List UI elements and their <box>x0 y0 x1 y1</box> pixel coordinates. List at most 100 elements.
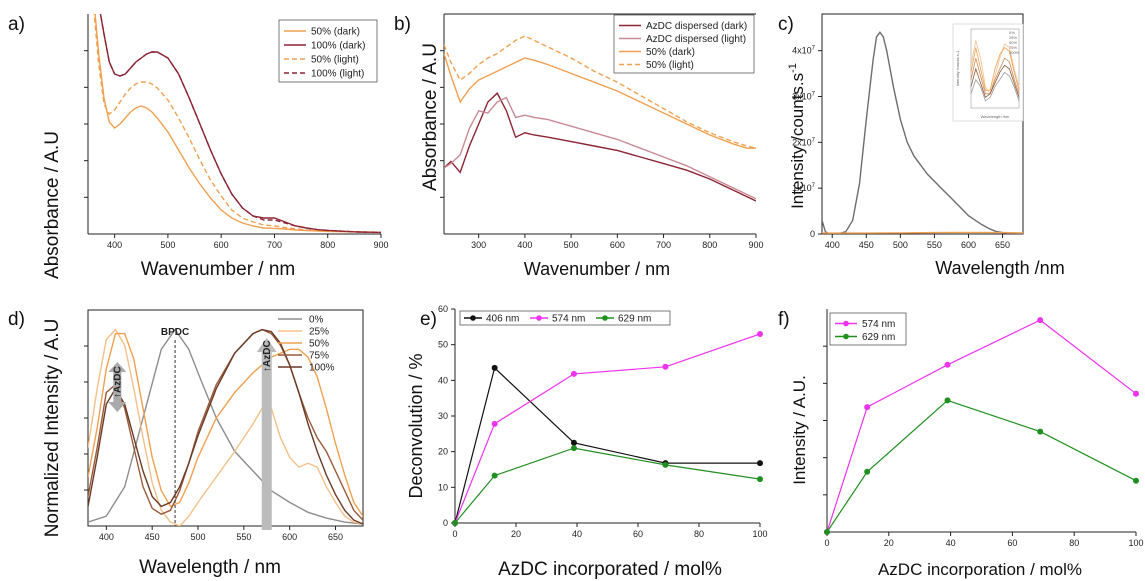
x-tick-label-d: 400 <box>99 532 114 542</box>
series-line-d-2 <box>88 332 363 517</box>
data-point-f-0 <box>864 404 871 411</box>
legend-label-d: 100% <box>309 363 335 374</box>
x-tick-label-b: 700 <box>656 240 671 250</box>
x-tick-label-a: 500 <box>160 240 175 250</box>
series-line-c-1 <box>822 231 1023 234</box>
inset-x-label: Wavelength /nm <box>981 114 1010 119</box>
legend-label-f: 629 nm <box>862 332 895 343</box>
data-point-e-1 <box>757 330 763 337</box>
data-point-f-1 <box>1037 428 1044 435</box>
inset-legend-label: 0% <box>1009 30 1015 35</box>
y-tick-label-e: 50 <box>438 340 448 350</box>
y-tick-label-c: 1x107 <box>792 183 816 193</box>
series-line-b-1 <box>444 96 756 200</box>
inset-legend-label: 100% <box>1009 50 1020 55</box>
legend-label-e: 406 nm <box>486 314 519 325</box>
azdc-annotation-1: ↑AzDC <box>112 366 123 398</box>
inset-series-line <box>970 40 1020 95</box>
series-line-f-0 <box>827 319 1136 532</box>
x-tick-label-d: 500 <box>190 532 205 542</box>
y-tick-label-e: 10 <box>438 482 448 492</box>
panel-letter-a: a) <box>8 14 25 35</box>
azdc-arrow-head-3 <box>256 338 277 352</box>
panel-letter-d: d) <box>8 309 25 330</box>
inset-legend-label: 75% <box>1009 45 1017 50</box>
series-line-d-3 <box>88 328 363 521</box>
x-tick-label-e: 80 <box>694 529 704 539</box>
y-axis-label-b: Absorbance / A.U <box>420 43 441 191</box>
y-tick-label-c: 2x107 <box>792 137 816 147</box>
data-point-f-1 <box>1133 477 1139 484</box>
inset-box <box>952 23 1024 122</box>
legend-marker-e <box>602 315 608 321</box>
x-axis-label-d: Wavelength / nm <box>139 557 281 578</box>
legend-label-b: 50% (light) <box>646 60 694 71</box>
legend-label-b: AzDC dispersed (dark) <box>646 21 747 32</box>
x-axis-label-c: Wavelength /nm <box>935 258 1064 278</box>
y-tick-label-e: 20 <box>438 447 448 457</box>
inset-series-line <box>970 64 1020 98</box>
inset-frame <box>970 28 1020 109</box>
x-tick-label-f: 80 <box>1069 538 1079 548</box>
data-point-f-1 <box>944 397 951 404</box>
y-tick-exponent-c: 7 <box>812 46 816 52</box>
x-tick-label-c: 600 <box>961 240 976 250</box>
data-point-e-0 <box>491 364 498 371</box>
data-point-e-0 <box>757 460 763 467</box>
data-point-e-0 <box>570 439 577 446</box>
y-tick-label-c: 4x107 <box>792 46 816 56</box>
x-tick-label-f: 40 <box>946 538 956 548</box>
x-tick-label-f: 20 <box>884 538 894 548</box>
legend-label-a: 100% (dark) <box>311 41 365 52</box>
panel-a: a) Absorbance / A.U Wavenumber / nm 400 5… <box>8 14 389 280</box>
legend-marker-e <box>470 315 476 321</box>
x-tick-label-b: 900 <box>748 240 763 250</box>
series-line-b-0 <box>444 92 756 202</box>
panel-letter-c: c) <box>778 14 794 35</box>
y-axis-label-f: Intensity / A.U. <box>790 375 809 485</box>
legend-marker-f <box>843 333 849 340</box>
x-tick-label-a: 900 <box>373 240 388 250</box>
x-tick-label-c: 650 <box>995 240 1010 250</box>
legend-label-f: 574 nm <box>862 319 895 330</box>
panel-letter-f: f) <box>778 309 790 330</box>
series-line-e-1 <box>455 333 760 523</box>
x-tick-label-d: 650 <box>328 532 343 542</box>
legend-marker-e <box>536 315 542 321</box>
x-tick-label-b: 500 <box>564 240 579 250</box>
data-point-e-2 <box>452 520 458 526</box>
x-tick-label-a: 400 <box>107 240 122 250</box>
azdc-arrow-shaft-2 <box>261 350 272 530</box>
x-tick-label-b: 300 <box>471 240 486 250</box>
y-axis-label-e: Deconvolution / % <box>406 353 426 498</box>
y-axis-label-a: Absorbance / A.U <box>42 131 63 279</box>
x-tick-label-d: 450 <box>145 532 160 542</box>
legend-box-b <box>613 14 755 74</box>
y-tick-exponent-c: 7 <box>812 183 816 189</box>
legend-box-e <box>459 310 671 326</box>
data-point-e-2 <box>662 461 669 468</box>
legend-marker-f <box>843 320 849 327</box>
y-axis-label-c: Intensity /counts.s-1 <box>787 63 807 209</box>
legend-label-e: 629 nm <box>618 314 651 325</box>
x-tick-label-e: 0 <box>452 529 457 539</box>
series-line-e-0 <box>455 366 760 523</box>
data-point-e-2 <box>570 445 577 452</box>
data-point-e-1 <box>491 420 498 427</box>
legend-label-b: 50% (dark) <box>646 47 695 58</box>
legend-box-f <box>829 312 907 346</box>
y-tick-label-c: 0 <box>810 229 815 239</box>
y-tick-exponent-c: 7 <box>812 92 816 98</box>
legend-label-d: 75% <box>309 351 329 362</box>
inset-legend-label: 50% <box>1009 40 1017 45</box>
inset-y-label: Intensity /counts.s-1 <box>955 50 960 86</box>
x-axis-label-e: AzDC incorporated / mol% <box>498 559 722 580</box>
data-point-e-2 <box>491 472 498 479</box>
x-tick-label-c: 500 <box>893 240 908 250</box>
panel-e: e) Deconvolution / % AzDC incorporated /… <box>406 304 768 580</box>
series-line-f-1 <box>827 399 1136 532</box>
data-point-f-1 <box>864 468 871 475</box>
y-tick-exponent-c: 7 <box>812 137 816 143</box>
series-line-e-2 <box>455 447 760 523</box>
panel-letter-e: e) <box>420 309 437 330</box>
